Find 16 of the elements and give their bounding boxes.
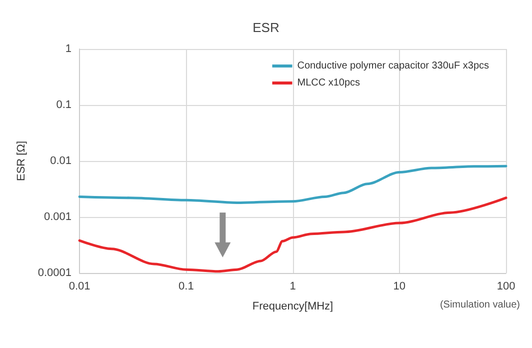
y-tick-label: 0.001 — [44, 211, 72, 223]
y-tick-label: 0.01 — [50, 155, 72, 167]
legend-label: MLCC x10pcs — [297, 78, 360, 88]
x-tick-label: 1 — [290, 280, 296, 292]
x-axis-title: Frequency[MHz] — [252, 300, 334, 312]
text: (Simulation value) — [440, 300, 520, 310]
x-tick-label: 0.01 — [68, 280, 90, 292]
x-tick-label: 0.1 — [178, 280, 194, 292]
y-tick-label: 0.0001 — [38, 267, 72, 279]
x-tick-label: 10 — [393, 280, 406, 292]
chart-title: ESR — [252, 20, 280, 35]
y-axis-title: ESR [Ω] — [16, 140, 28, 182]
y-tick-label: 0.1 — [56, 99, 72, 111]
legend-label: Conductive polymer capacitor 330uF x3pcs — [297, 60, 490, 72]
x-tick-label: 100 — [496, 280, 516, 292]
y-tick-label: 1 — [65, 43, 72, 55]
